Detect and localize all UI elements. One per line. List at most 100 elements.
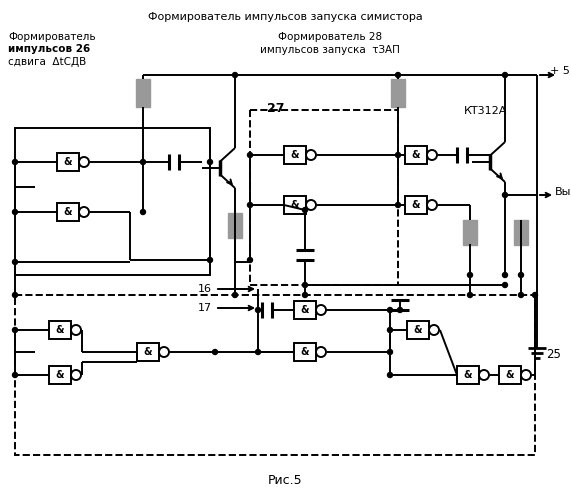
Bar bbox=[391, 79, 405, 107]
Text: 17: 17 bbox=[198, 303, 212, 313]
Circle shape bbox=[71, 370, 81, 380]
Text: 27: 27 bbox=[267, 102, 284, 115]
Text: Рис.5: Рис.5 bbox=[268, 474, 302, 487]
Bar bbox=[57, 153, 79, 171]
Circle shape bbox=[306, 200, 316, 210]
Text: &: & bbox=[412, 150, 420, 160]
Bar bbox=[284, 196, 306, 214]
Circle shape bbox=[388, 350, 392, 354]
Circle shape bbox=[303, 282, 308, 288]
Bar bbox=[136, 79, 150, 107]
Circle shape bbox=[13, 292, 18, 298]
Bar bbox=[15, 295, 535, 455]
Text: &: & bbox=[144, 347, 152, 357]
Circle shape bbox=[207, 258, 212, 262]
Text: &: & bbox=[291, 200, 299, 210]
Circle shape bbox=[232, 72, 238, 78]
Circle shape bbox=[247, 152, 252, 158]
Circle shape bbox=[13, 210, 18, 214]
Bar bbox=[514, 220, 528, 244]
Bar bbox=[15, 128, 210, 275]
Circle shape bbox=[479, 370, 489, 380]
Circle shape bbox=[13, 160, 18, 164]
Text: &: & bbox=[464, 370, 472, 380]
Text: Формирователь: Формирователь bbox=[8, 32, 95, 42]
Circle shape bbox=[397, 308, 403, 312]
Bar bbox=[57, 203, 79, 221]
Circle shape bbox=[306, 150, 316, 160]
Circle shape bbox=[13, 328, 18, 332]
Bar bbox=[499, 366, 521, 384]
Circle shape bbox=[502, 192, 508, 198]
Circle shape bbox=[502, 272, 508, 278]
Circle shape bbox=[521, 370, 531, 380]
Circle shape bbox=[79, 157, 89, 167]
Circle shape bbox=[255, 350, 260, 354]
Circle shape bbox=[518, 272, 524, 278]
Circle shape bbox=[303, 292, 308, 298]
Bar bbox=[463, 220, 477, 244]
Circle shape bbox=[207, 160, 212, 164]
Circle shape bbox=[533, 292, 537, 298]
Circle shape bbox=[13, 260, 18, 264]
Bar bbox=[284, 146, 306, 164]
Bar bbox=[137, 343, 159, 361]
Circle shape bbox=[316, 305, 326, 315]
Text: &: & bbox=[56, 370, 65, 380]
Text: Выход: Выход bbox=[555, 187, 571, 197]
Circle shape bbox=[396, 152, 400, 158]
Text: &: & bbox=[64, 157, 73, 167]
Circle shape bbox=[79, 207, 89, 217]
Text: &: & bbox=[506, 370, 514, 380]
Bar bbox=[405, 196, 427, 214]
Circle shape bbox=[232, 292, 238, 298]
Circle shape bbox=[247, 258, 252, 262]
Circle shape bbox=[13, 372, 18, 378]
Circle shape bbox=[427, 150, 437, 160]
Bar bbox=[228, 212, 242, 238]
Circle shape bbox=[247, 202, 252, 207]
Text: сдвига  ΔtСДВ: сдвига ΔtСДВ bbox=[8, 57, 86, 67]
Text: &: & bbox=[414, 325, 422, 335]
Circle shape bbox=[71, 325, 81, 335]
Bar bbox=[405, 146, 427, 164]
Text: &: & bbox=[291, 150, 299, 160]
Text: Формирователь импульсов запуска симистора: Формирователь импульсов запуска симистор… bbox=[148, 12, 423, 22]
Circle shape bbox=[140, 160, 146, 164]
Circle shape bbox=[427, 200, 437, 210]
Bar bbox=[250, 110, 398, 285]
Circle shape bbox=[388, 372, 392, 378]
Text: импульсов запуска  τЗАП: импульсов запуска τЗАП bbox=[260, 45, 400, 55]
Circle shape bbox=[396, 72, 400, 78]
Circle shape bbox=[303, 208, 308, 212]
Bar bbox=[49, 321, 71, 339]
Text: 25: 25 bbox=[546, 348, 561, 361]
Circle shape bbox=[159, 347, 169, 357]
Text: &: & bbox=[56, 325, 65, 335]
Bar bbox=[457, 366, 479, 384]
Circle shape bbox=[140, 210, 146, 214]
Text: КТ312А: КТ312А bbox=[464, 106, 508, 116]
Text: &: & bbox=[301, 347, 309, 357]
Circle shape bbox=[396, 202, 400, 207]
Circle shape bbox=[388, 308, 392, 312]
Circle shape bbox=[468, 272, 472, 278]
Bar bbox=[294, 343, 316, 361]
Circle shape bbox=[316, 347, 326, 357]
Bar bbox=[287, 212, 301, 238]
Text: &: & bbox=[301, 305, 309, 315]
Text: &: & bbox=[412, 200, 420, 210]
Text: Формирователь 28: Формирователь 28 bbox=[278, 32, 382, 42]
Circle shape bbox=[388, 328, 392, 332]
Circle shape bbox=[429, 325, 439, 335]
Circle shape bbox=[518, 292, 524, 298]
Text: 16: 16 bbox=[198, 284, 212, 294]
Bar bbox=[49, 366, 71, 384]
Circle shape bbox=[255, 308, 260, 312]
Bar bbox=[407, 321, 429, 339]
Circle shape bbox=[502, 72, 508, 78]
Circle shape bbox=[468, 292, 472, 298]
Text: &: & bbox=[64, 207, 73, 217]
Circle shape bbox=[502, 282, 508, 288]
Text: + 5 В: + 5 В bbox=[550, 66, 571, 76]
